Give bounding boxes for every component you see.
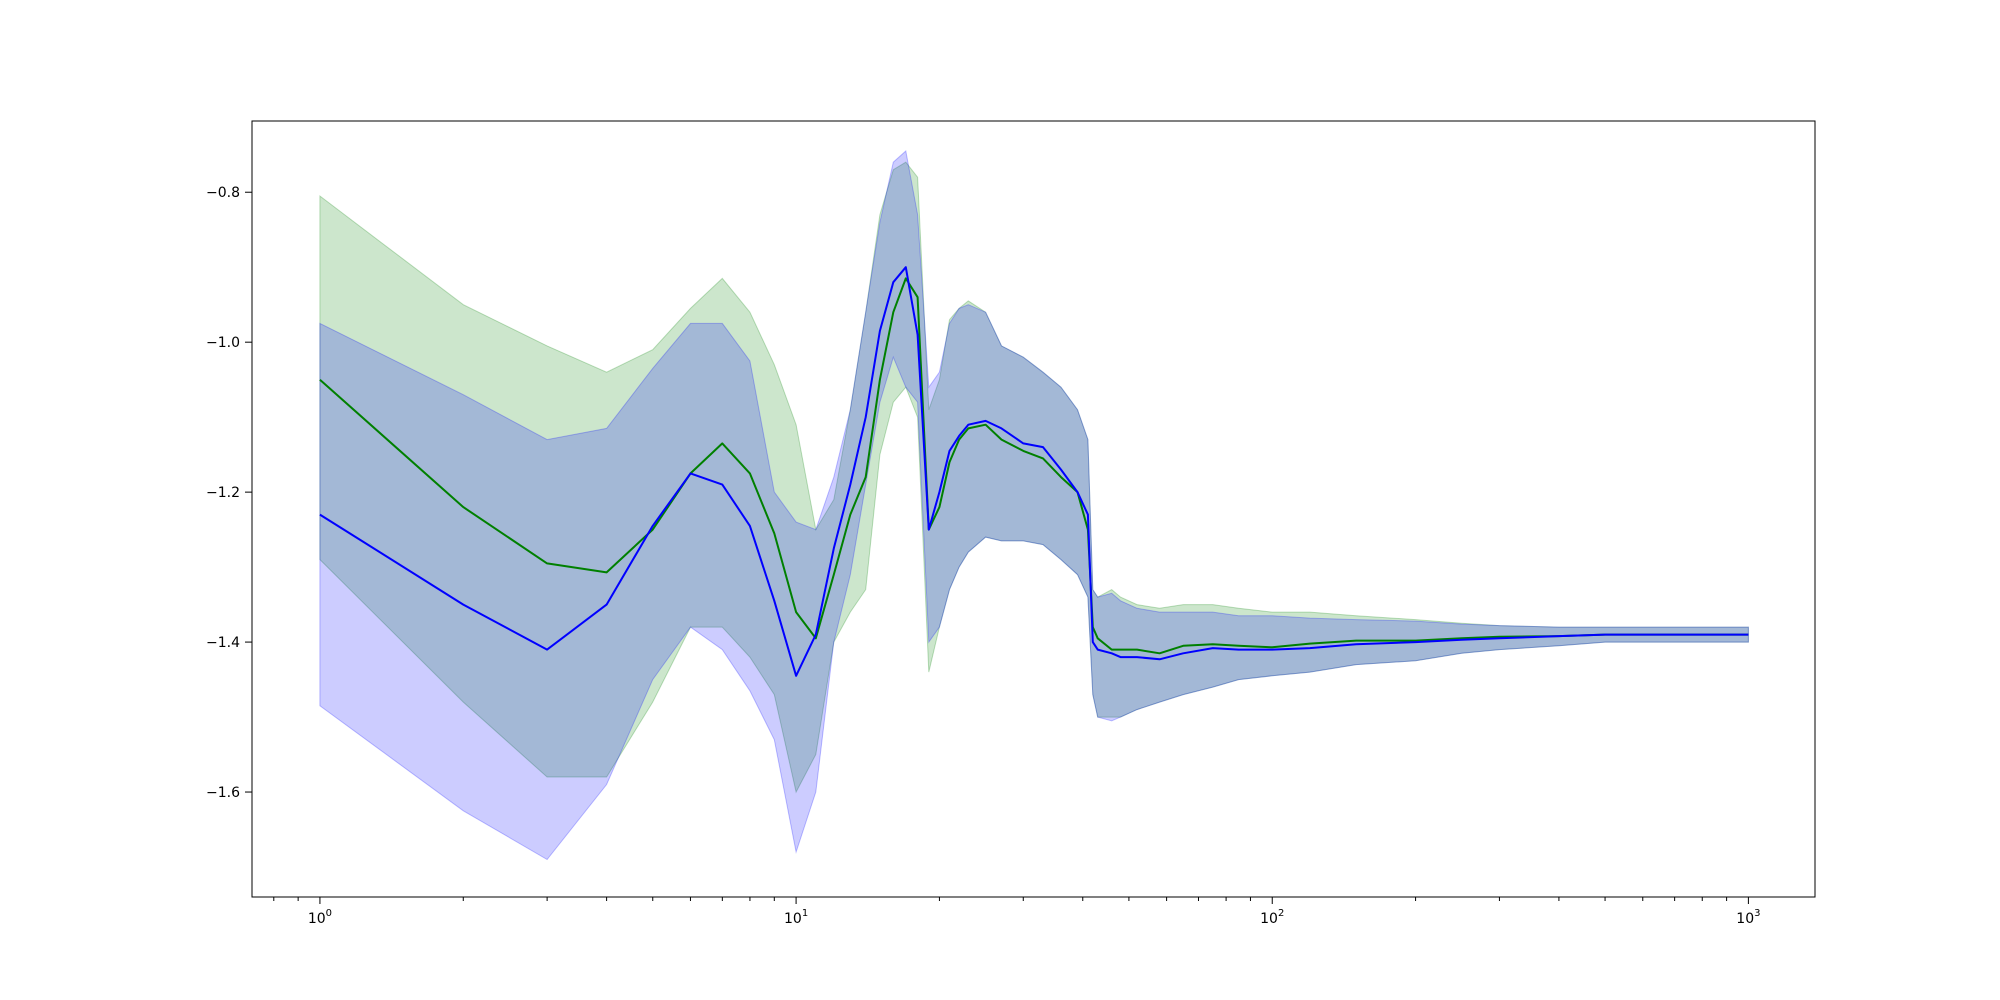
y-axis: −0.8 −1.0 −1.2 −1.4 −1.6 [206, 185, 252, 801]
plot-area-frame [251, 120, 1816, 898]
y-tick-label: −0.8 [206, 185, 240, 201]
x-tick-label: 100 [308, 908, 332, 927]
series-band-0 [319, 161, 1749, 794]
x-tick-label: 102 [1260, 908, 1284, 927]
y-tick-label: −1.0 [206, 335, 240, 351]
y-tick-label: −1.6 [206, 785, 240, 801]
series-band-1 [319, 150, 1749, 861]
series-line-0 [319, 277, 1749, 655]
y-tick-label: −1.2 [206, 485, 240, 501]
series-line-1 [319, 266, 1749, 677]
confidence-bands [319, 150, 1749, 861]
x-tick-label: 101 [784, 908, 808, 927]
y-tick-label: −1.4 [206, 635, 240, 651]
series-lines [319, 266, 1749, 677]
x-axis: 100 101 102 103 [273, 897, 1760, 927]
x-tick-label: 103 [1736, 908, 1760, 927]
